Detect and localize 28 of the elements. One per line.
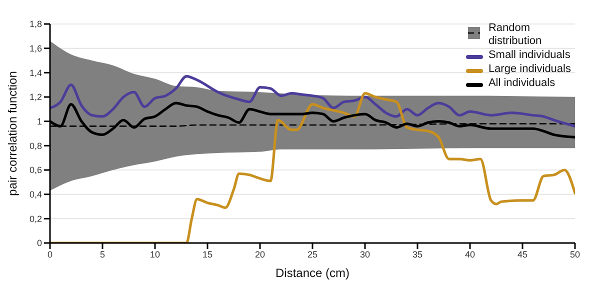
legend-label: Random distribution — [488, 22, 543, 48]
x-axis-title: Distance (cm) — [275, 266, 350, 280]
y-tick-label: 1,8 — [29, 19, 42, 30]
x-tick-label: 30 — [360, 249, 370, 260]
x-tick-label: 35 — [412, 249, 423, 260]
legend-label: Small individuals — [488, 49, 570, 62]
y-tick-label: 1 — [36, 116, 42, 127]
x-tick-label: 10 — [150, 249, 160, 260]
x-tick-label: 0 — [47, 249, 53, 260]
legend-label: All individuals — [488, 77, 556, 90]
y-tick-label: 1,2 — [29, 92, 42, 102]
x-tick-label: 20 — [254, 249, 266, 260]
x-tick-label: 15 — [202, 249, 213, 260]
y-tick-label: 0,8 — [29, 140, 42, 151]
x-tick-label: 5 — [100, 249, 106, 260]
y-tick-label: 1,6 — [29, 44, 42, 54]
x-tick-label: 40 — [464, 249, 476, 260]
x-tick-label: 25 — [307, 249, 318, 260]
line-series — [50, 75, 575, 128]
y-tick-label: 1,4 — [29, 68, 42, 78]
y-tick-label: 0,4 — [29, 190, 42, 200]
y-tick-label: 0,6 — [29, 165, 42, 176]
y-axis-title: pair correlation function — [5, 71, 20, 196]
x-tick-label: 45 — [517, 249, 528, 260]
legend-label: Large individuals — [488, 63, 571, 76]
y-tick-label: 0 — [36, 238, 42, 248]
x-tick-label: 50 — [570, 249, 580, 260]
y-tick-label: 0,2 — [29, 214, 42, 224]
